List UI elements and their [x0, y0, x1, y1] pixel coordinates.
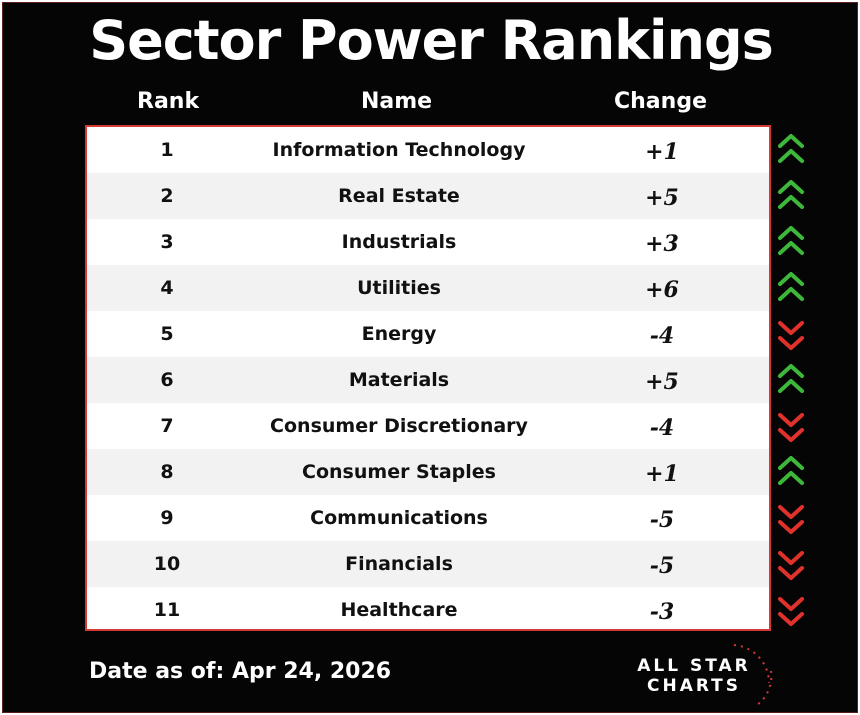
table-row: 11 Healthcare -3 — [87, 587, 769, 633]
logo-star-ring — [733, 644, 773, 706]
cell-rank: 7 — [160, 415, 174, 437]
table-row: 1 Information Technology +1 — [87, 127, 769, 173]
cell-change: -4 — [649, 323, 675, 349]
cell-change: -3 — [649, 599, 675, 625]
double-chevron-down-icon — [775, 544, 807, 584]
cell-rank: 4 — [160, 277, 174, 299]
cell-change: -4 — [649, 415, 675, 441]
cell-change: +6 — [645, 277, 679, 303]
double-chevron-down-icon — [775, 406, 807, 446]
cell-name: Energy — [361, 323, 437, 345]
cell-name: Utilities — [357, 277, 441, 299]
table-row: 9 Communications -5 — [87, 495, 769, 541]
table-row: 4 Utilities +6 — [87, 265, 769, 311]
double-chevron-up-icon — [775, 268, 807, 308]
date-label: Date as of: Apr 24, 2026 — [89, 659, 392, 684]
cell-rank: 8 — [160, 461, 174, 483]
cell-rank: 6 — [160, 369, 174, 391]
table-row: 7 Consumer Discretionary -4 — [87, 403, 769, 449]
cell-change: +1 — [645, 461, 679, 487]
table-row: 2 Real Estate +5 — [87, 173, 769, 219]
cell-rank: 2 — [160, 185, 174, 207]
cell-rank: 5 — [160, 323, 174, 345]
table-row: 5 Energy -4 — [87, 311, 769, 357]
cell-name: Consumer Staples — [302, 461, 496, 483]
header-name: Name — [361, 89, 433, 114]
cell-name: Consumer Discretionary — [270, 415, 528, 437]
page-title: Sector Power Rankings — [89, 9, 774, 72]
logo-line-2: CHARTS — [646, 676, 742, 696]
double-chevron-down-icon — [775, 498, 807, 538]
cell-rank: 3 — [160, 231, 174, 253]
table-row: 8 Consumer Staples +1 — [87, 449, 769, 495]
double-chevron-up-icon — [775, 452, 807, 492]
cell-rank: 10 — [153, 553, 181, 575]
cell-name: Materials — [348, 369, 450, 391]
header-rank: Rank — [137, 89, 200, 114]
cell-change: +5 — [645, 185, 679, 211]
rankings-table: 1 Information Technology +1 2 Real Estate +5 3… — [85, 125, 771, 631]
cell-change: -5 — [649, 507, 675, 533]
double-chevron-up-icon — [775, 176, 807, 216]
header-change: Change — [614, 89, 707, 114]
cell-name: Financials — [345, 553, 453, 575]
cell-name: Information Technology — [272, 139, 526, 161]
cell-change: +3 — [645, 231, 679, 257]
cell-name: Communications — [310, 507, 488, 529]
cell-name: Healthcare — [340, 599, 458, 621]
table-row: 3 Industrials +3 — [87, 219, 769, 265]
cell-rank: 11 — [153, 599, 181, 621]
table-row: 10 Financials -5 — [87, 541, 769, 587]
cell-rank: 1 — [160, 139, 174, 161]
table-row: 6 Materials +5 — [87, 357, 769, 403]
cell-change: -5 — [649, 553, 675, 579]
double-chevron-up-icon — [775, 222, 807, 262]
double-chevron-up-icon — [775, 360, 807, 400]
cell-change: +5 — [645, 369, 679, 395]
double-chevron-down-icon — [775, 590, 807, 630]
cell-name: Industrials — [341, 231, 457, 253]
cell-name: Real Estate — [338, 185, 460, 207]
table-header: Rank Name Change — [3, 87, 859, 117]
double-chevron-down-icon — [775, 314, 807, 354]
brand-logo: ALL STAR CHARTS — [629, 631, 779, 711]
cell-rank: 9 — [160, 507, 174, 529]
double-chevron-up-icon — [775, 130, 807, 170]
cell-change: +1 — [645, 139, 679, 165]
logo-line-1: ALL STAR — [637, 656, 751, 676]
